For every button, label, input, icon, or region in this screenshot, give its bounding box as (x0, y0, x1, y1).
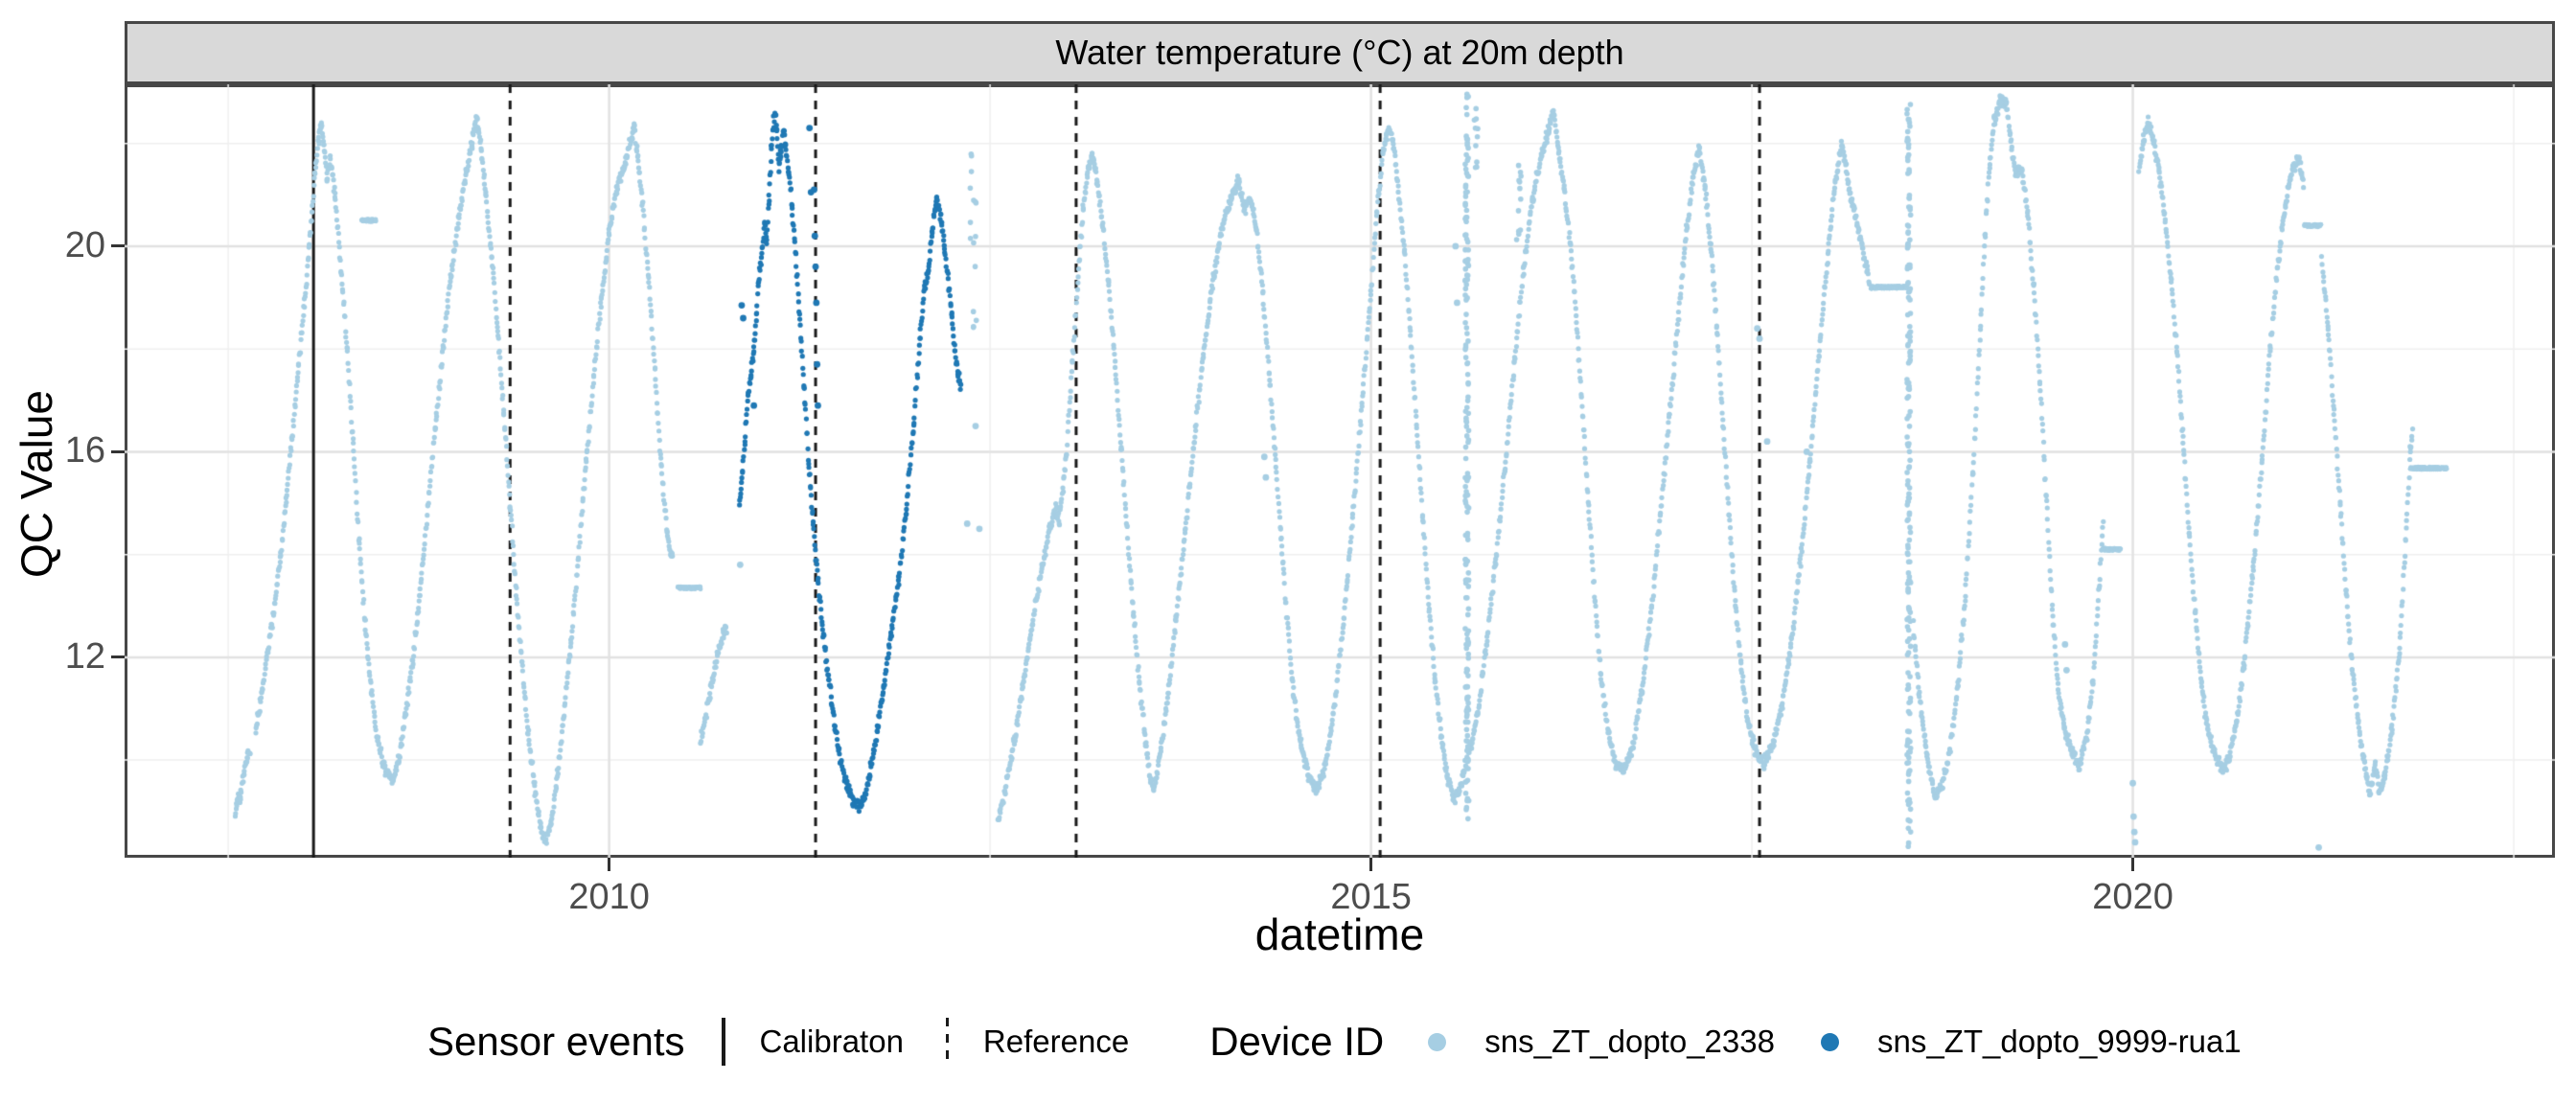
legend-label-reference: Reference (982, 1024, 1130, 1059)
plot-panel (125, 84, 2555, 858)
y-tick-mark (111, 449, 125, 453)
x-tick-mark (608, 858, 611, 871)
y-tick-mark (111, 244, 125, 248)
plot-canvas (125, 84, 2555, 858)
series-key-dot-9999-icon (1820, 1032, 1839, 1051)
legend: Sensor events Calibraton Reference Devic… (427, 997, 2242, 1087)
reference-key-line-icon (945, 1018, 949, 1066)
y-tick-label: 20 (64, 224, 105, 265)
legend-title-device-id: Device ID (1209, 1019, 1385, 1064)
y-tick-mark (111, 656, 125, 659)
legend-label-calibration: Calibraton (759, 1024, 904, 1059)
x-tick-label: 2020 (2092, 877, 2174, 917)
legend-title-sensor-events: Sensor events (427, 1019, 685, 1064)
facet-strip: Water temperature (°C) at 20m depth (125, 21, 2555, 84)
strip-title: Water temperature (°C) at 20m depth (1055, 33, 1624, 72)
x-tick-label: 2010 (568, 877, 650, 917)
x-tick-label: 2015 (1330, 877, 1412, 917)
y-tick-label: 16 (64, 430, 105, 472)
x-axis-title: datetime (1254, 909, 1425, 959)
legend-label-series-2338: sns_ZT_dopto_2338 (1484, 1024, 1775, 1059)
legend-label-series-9999: sns_ZT_dopto_9999-rua1 (1876, 1024, 2242, 1059)
x-tick-mark (2131, 858, 2135, 871)
calibration-key-line-icon (721, 1018, 725, 1066)
series-key-dot-2338-icon (1428, 1032, 1447, 1051)
y-tick-label: 12 (64, 635, 105, 677)
x-tick-mark (1369, 858, 1373, 871)
